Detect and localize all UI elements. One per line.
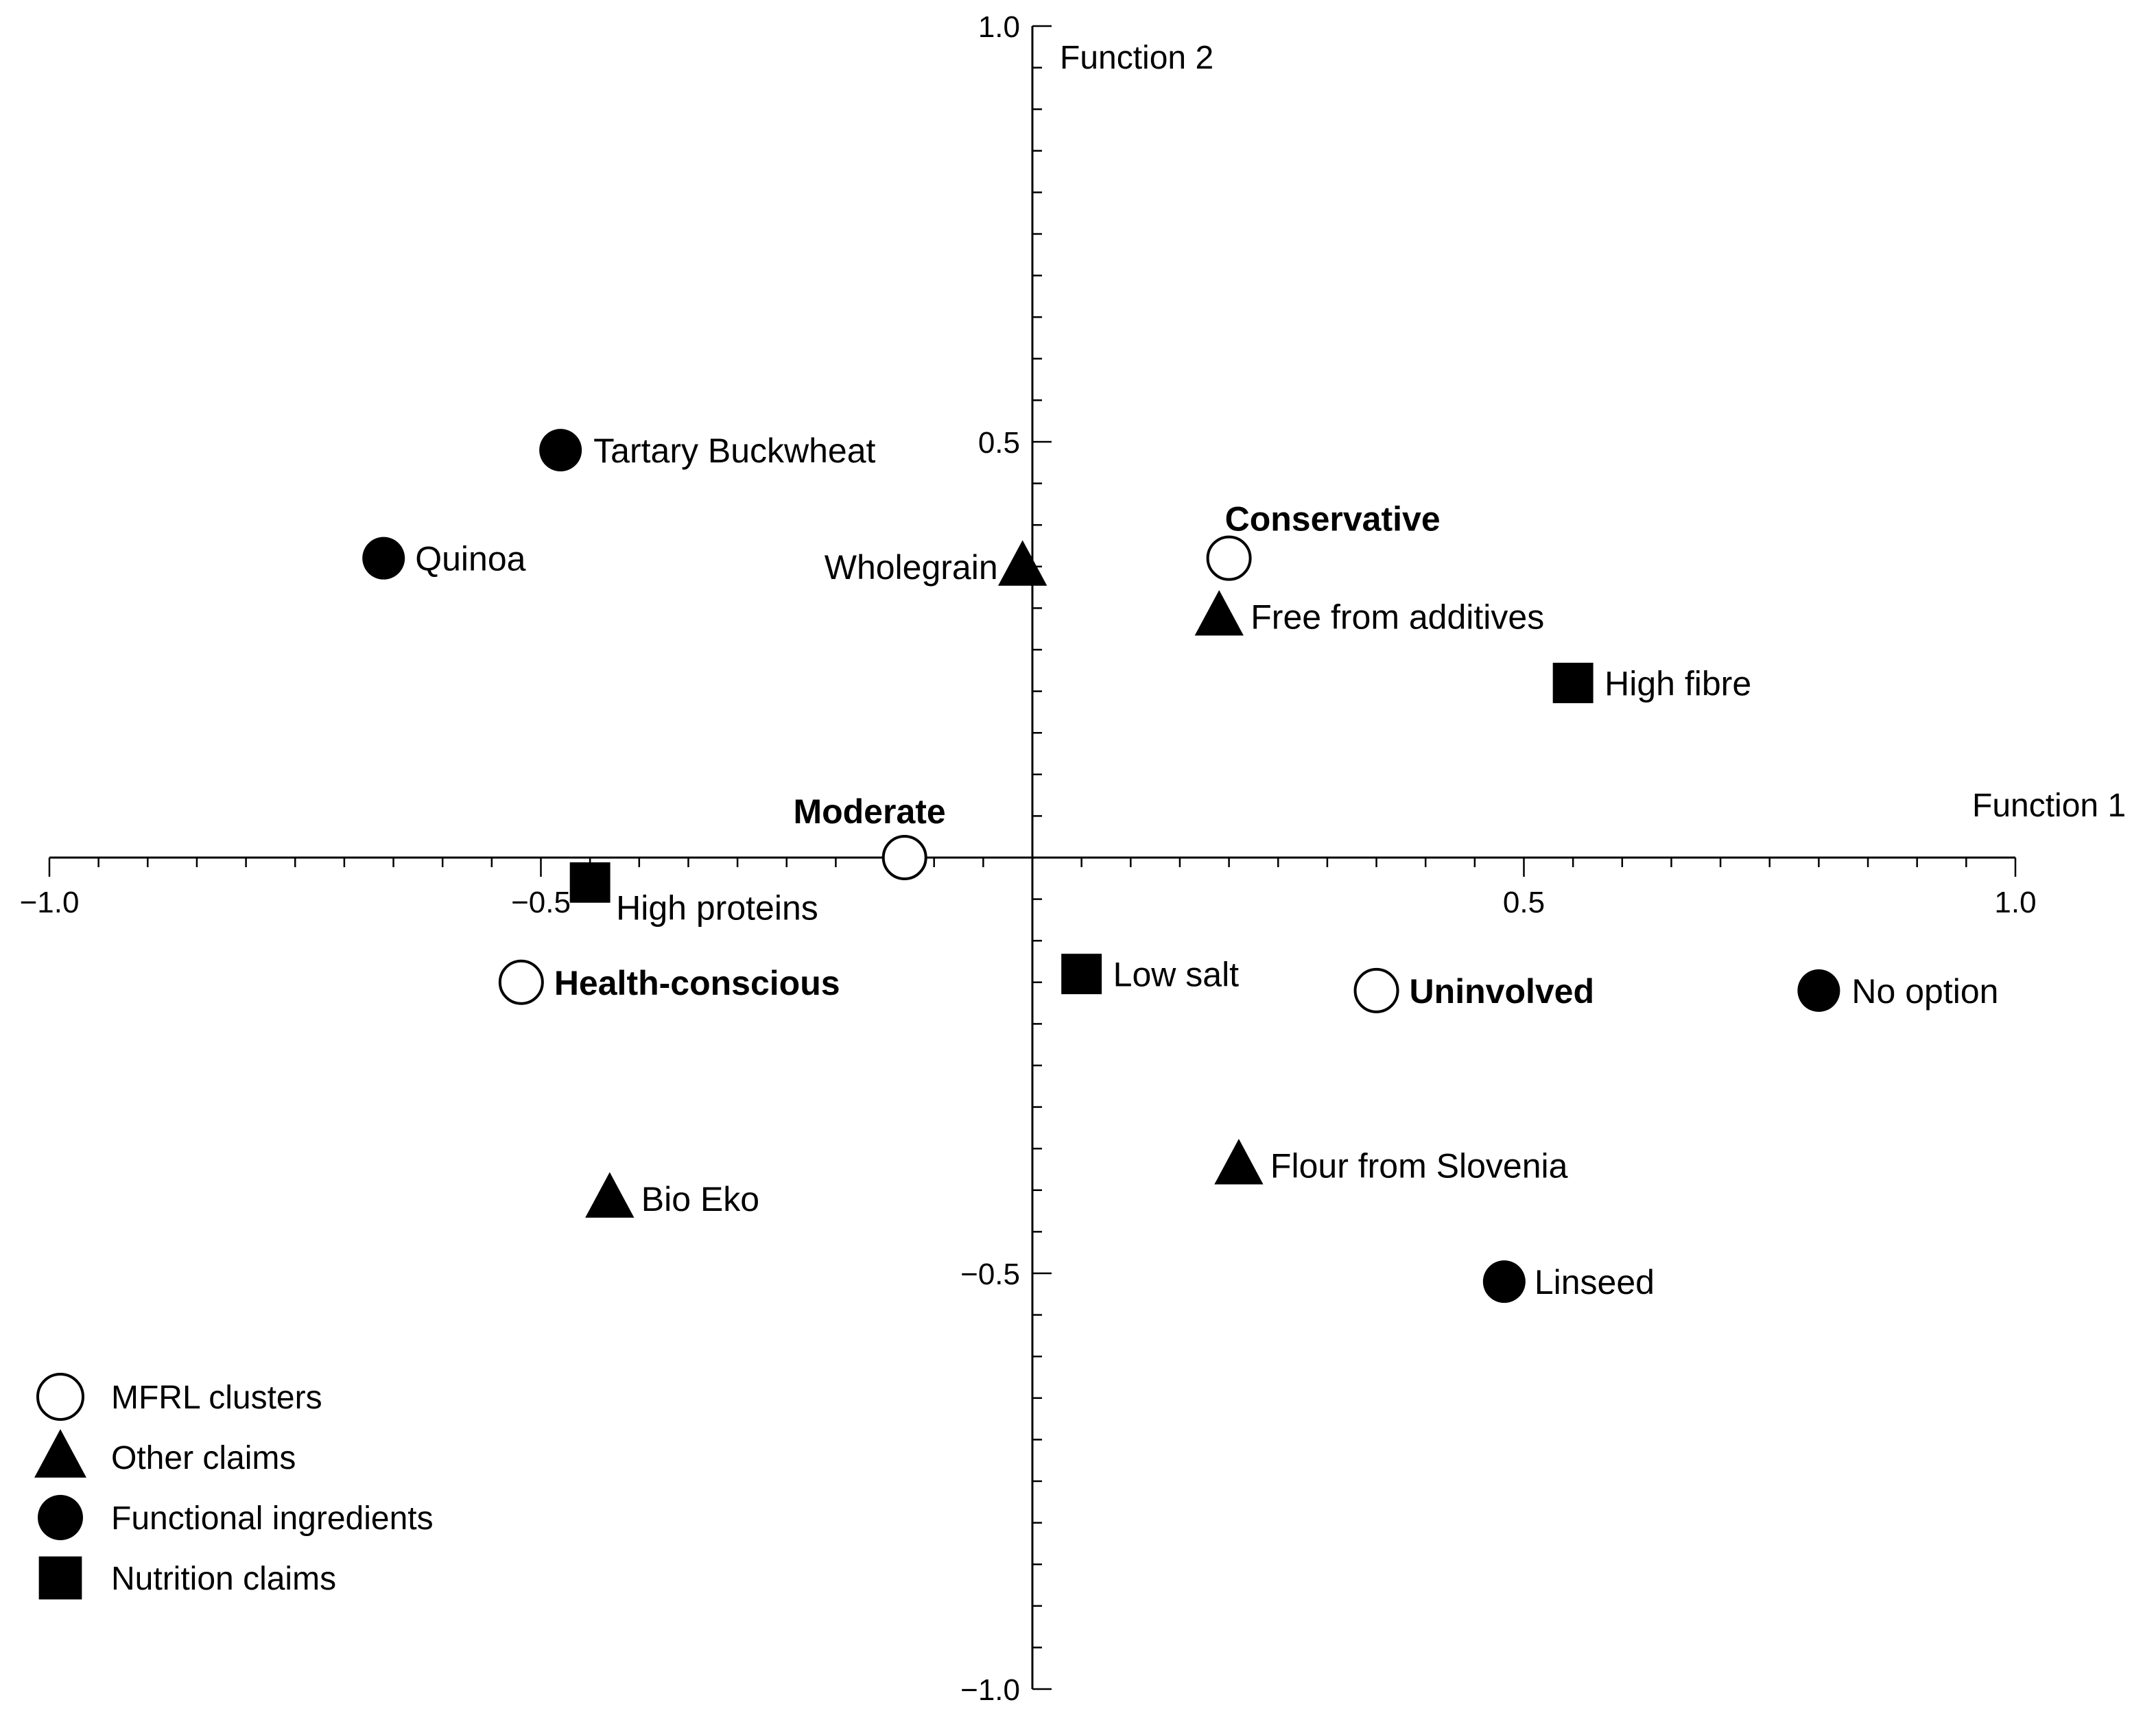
y-axis-title: Function 2 — [1060, 40, 1213, 76]
triangle-marker — [1214, 1139, 1264, 1185]
square-marker — [1061, 954, 1102, 995]
legend-marker — [38, 1556, 82, 1600]
x-tick-label: 0.5 — [1503, 886, 1545, 919]
square-marker — [1552, 663, 1594, 703]
legend-marker — [38, 1495, 83, 1540]
legend-marker — [36, 1373, 84, 1421]
open-circle-marker — [1206, 535, 1252, 581]
y-tick-label: 1.0 — [978, 10, 1020, 44]
open-circle-marker — [1353, 967, 1399, 1013]
legend: MFRL clusters Other claims Functional ingr… — [34, 1373, 434, 1600]
triangle-marker — [1194, 590, 1244, 636]
point-label: High proteins — [616, 888, 818, 927]
filled-circle-marker — [539, 429, 582, 472]
x-axis-title: Function 1 — [1972, 788, 2126, 824]
legend-label: Functional ingredients — [111, 1500, 434, 1537]
legend-label: Nutrition claims — [111, 1561, 336, 1597]
axes: −1.0 −0.5 0.5 1.0 1.0 0.5 −0.5 −1.0 — [20, 10, 2037, 1707]
point-label: Conservative — [1225, 500, 1441, 539]
open-circle-marker — [498, 959, 544, 1005]
legend-marker — [34, 1429, 86, 1478]
point-label: Bio Eko — [641, 1180, 759, 1218]
point-label: Tartary Buckwheat — [593, 432, 875, 470]
point-label: High fibre — [1604, 664, 1751, 703]
y-tick-label: 0.5 — [978, 426, 1020, 460]
x-tick-label: −1.0 — [20, 886, 80, 919]
point-label: Wholegrain — [825, 548, 998, 587]
y-tick-label: −0.5 — [960, 1258, 1020, 1291]
triangle-marker — [998, 540, 1047, 586]
triangle-marker — [585, 1172, 635, 1218]
point-label: No option — [1851, 972, 1998, 1011]
x-tick-label: −0.5 — [511, 886, 571, 919]
point-label: Linseed — [1535, 1263, 1655, 1301]
y-tick-label: −1.0 — [960, 1673, 1020, 1707]
point-label: Free from additives — [1251, 598, 1544, 637]
square-marker — [569, 862, 611, 903]
filled-circle-marker — [362, 536, 405, 580]
data-points: Conservative Moderate Health-conscious Unin… — [362, 429, 1998, 1304]
filled-circle-marker — [1482, 1260, 1526, 1304]
open-circle-marker — [881, 835, 927, 880]
point-label: Health-conscious — [554, 964, 840, 1002]
point-label: Low salt — [1113, 956, 1240, 994]
filled-circle-marker — [1797, 969, 1840, 1012]
point-label: Uninvolved — [1410, 972, 1594, 1011]
point-label: Flour from Slovenia — [1270, 1146, 1568, 1185]
legend-label: Other claims — [111, 1440, 296, 1476]
point-label: Moderate — [793, 792, 945, 831]
point-label: Quinoa — [415, 540, 525, 578]
legend-label: MFRL clusters — [111, 1380, 322, 1416]
x-tick-label: 1.0 — [1994, 886, 2036, 919]
